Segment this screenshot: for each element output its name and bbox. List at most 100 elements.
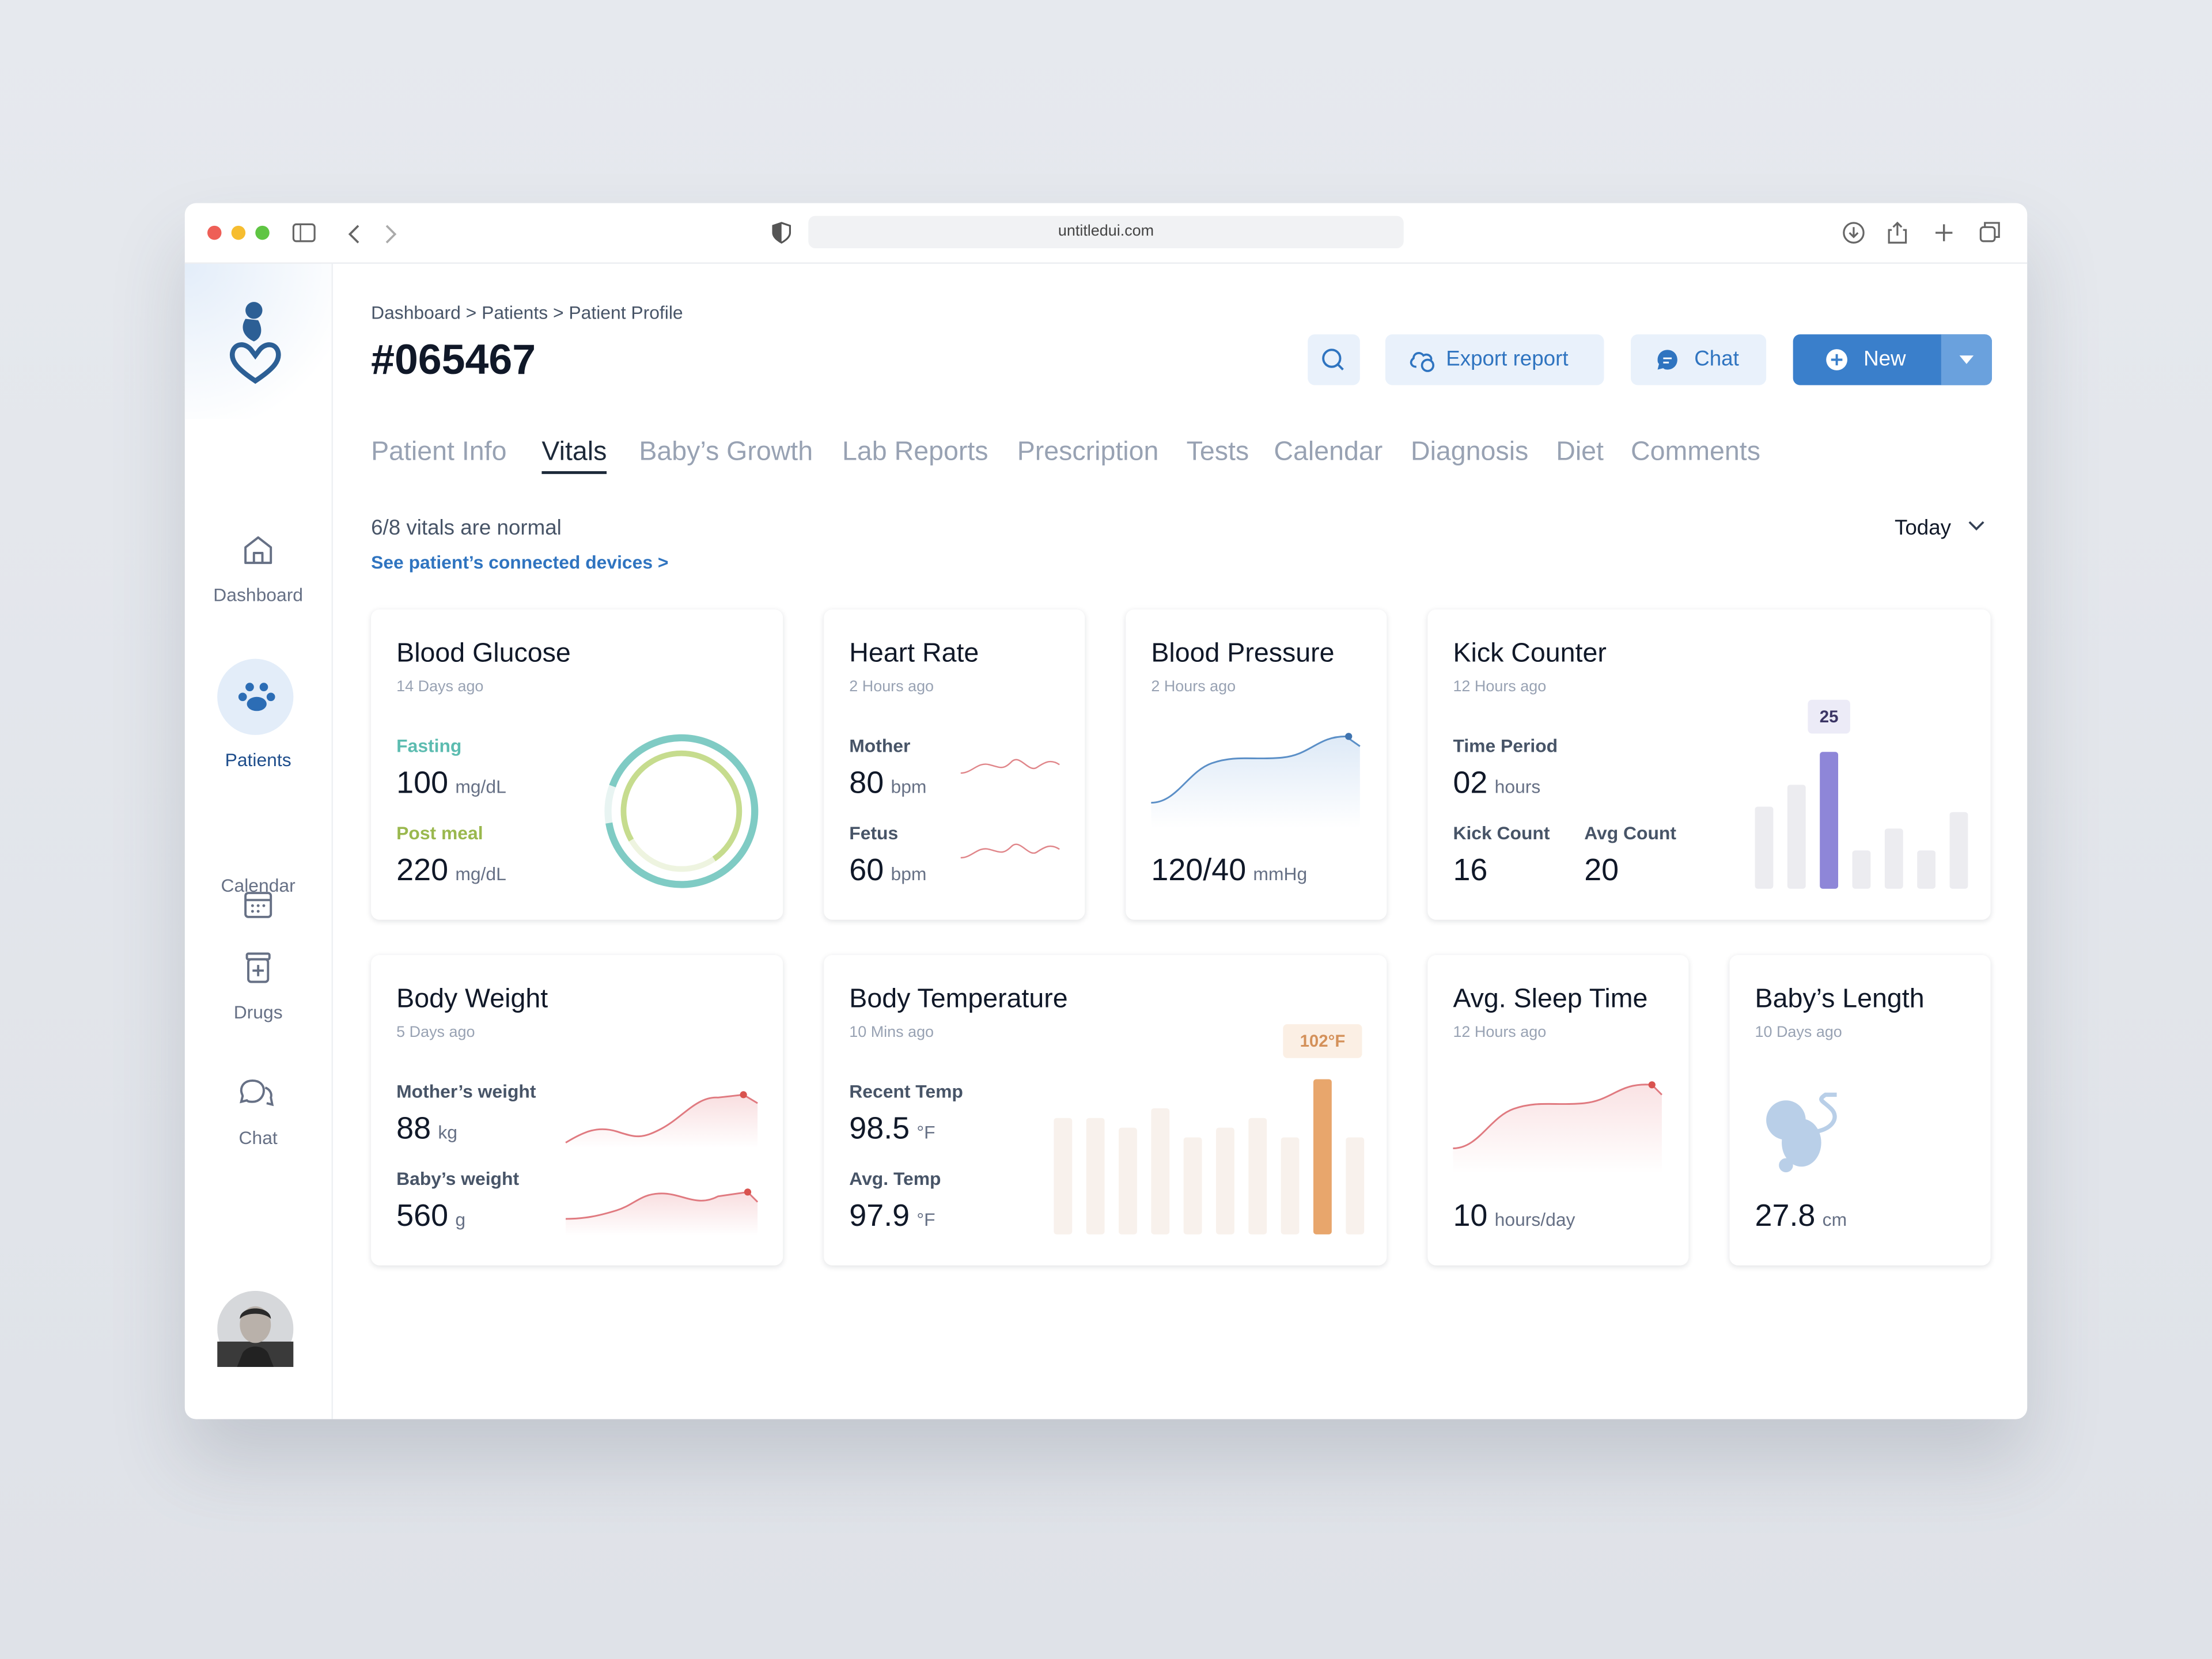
nav-item[interactable]: Chat bbox=[238, 1127, 278, 1149]
nav-item[interactable]: Patients bbox=[225, 749, 291, 771]
label: Baby’s weight bbox=[396, 1168, 520, 1190]
value-label: 25 bbox=[1820, 707, 1839, 726]
tab[interactable]: Tests bbox=[1186, 437, 1249, 467]
pressure-sparkline bbox=[1151, 733, 1361, 828]
button-label: Export report bbox=[1446, 347, 1569, 372]
tab[interactable]: Prescription bbox=[1017, 437, 1159, 467]
url-bar[interactable]: untitledui.com bbox=[808, 215, 1404, 249]
chat-button[interactable]: Chat bbox=[1631, 334, 1767, 385]
value: 60 bpm bbox=[849, 852, 926, 889]
min-dot[interactable] bbox=[231, 225, 246, 240]
card-time: 12 Hours ago bbox=[1453, 678, 1547, 696]
number: 120/40 bbox=[1151, 852, 1247, 888]
card-time: 2 Hours ago bbox=[849, 678, 934, 696]
card-time: 14 Days ago bbox=[396, 678, 484, 696]
toolbar-icons[interactable] bbox=[290, 221, 573, 247]
card-heart-rate[interactable]: Heart Rate 2 Hours ago Mother 80 bpm Fetu… bbox=[824, 609, 1085, 920]
unit: kg bbox=[438, 1121, 458, 1143]
bar bbox=[1086, 1118, 1105, 1234]
card-kick-counter[interactable]: Kick Counter 12 Hours ago Time Period 02… bbox=[1427, 609, 1991, 920]
nav-item[interactable]: Calendar bbox=[221, 874, 296, 896]
browser-window: untitledui.com Dashboard Patients Calend… bbox=[184, 203, 2028, 1419]
new-dropdown[interactable] bbox=[1941, 334, 1992, 385]
cloud-icon bbox=[1410, 352, 1435, 372]
card-blood-glucose[interactable]: Blood Glucose 14 Days ago Fasting 100 mg/… bbox=[371, 609, 783, 920]
temperature-chart: 102°F bbox=[1054, 1024, 1365, 1234]
vitals-status: 6/8 vitals are normal bbox=[371, 516, 562, 540]
card-time: 2 Hours ago bbox=[1151, 678, 1236, 696]
tab[interactable]: Calendar bbox=[1274, 437, 1383, 467]
export-button[interactable]: Export report bbox=[1385, 334, 1604, 385]
label: Post meal bbox=[396, 822, 483, 844]
patients-icon[interactable] bbox=[238, 680, 275, 714]
value: 560 g bbox=[396, 1198, 465, 1234]
new-button[interactable]: New bbox=[1793, 334, 1992, 385]
value: 220 mg/dL bbox=[396, 852, 506, 889]
number: 97.9 bbox=[849, 1198, 910, 1233]
card-title: Body Weight bbox=[396, 984, 548, 1014]
card-title: Kick Counter bbox=[1453, 639, 1607, 669]
card-sleep[interactable]: Avg. Sleep Time 12 Hours ago 10 hours/day bbox=[1427, 955, 1689, 1266]
period-select[interactable]: Today bbox=[1895, 516, 1991, 540]
label: Avg. Temp bbox=[849, 1168, 941, 1190]
value-label: 102°F bbox=[1300, 1032, 1346, 1051]
number: 100 bbox=[396, 764, 449, 800]
card-body-temperature[interactable]: Body Temperature 10 Mins ago Recent Temp… bbox=[824, 955, 1387, 1266]
bar bbox=[1917, 850, 1936, 889]
breadcrumb[interactable]: Dashboard > Patients > Patient Profile bbox=[371, 302, 683, 323]
max-dot[interactable] bbox=[255, 225, 270, 240]
label: Mother’s weight bbox=[396, 1080, 536, 1102]
card-time: 12 Hours ago bbox=[1453, 1024, 1547, 1041]
card-blood-pressure[interactable]: Blood Pressure 2 Hours ago 120/40 mmHg bbox=[1126, 609, 1387, 920]
value: 120/40 mmHg bbox=[1151, 852, 1307, 889]
tab[interactable]: Baby’s Growth bbox=[639, 437, 813, 467]
value: 97.9 °F bbox=[849, 1198, 935, 1234]
period: Today bbox=[1894, 516, 1952, 540]
search-button[interactable] bbox=[1308, 334, 1360, 385]
home-icon[interactable] bbox=[241, 533, 275, 567]
bar bbox=[1346, 1137, 1365, 1234]
number: 80 bbox=[849, 764, 884, 800]
heart-sparklines bbox=[960, 759, 1060, 859]
calendar-icon[interactable] bbox=[241, 887, 275, 921]
tab[interactable]: Diagnosis bbox=[1410, 437, 1529, 467]
fetus-icon bbox=[1766, 1092, 1837, 1173]
weight-sparklines bbox=[565, 1091, 759, 1236]
page-title: #065467 bbox=[371, 337, 536, 384]
value-label-bg bbox=[1808, 699, 1850, 734]
bar bbox=[1852, 850, 1871, 889]
value: 80 bpm bbox=[849, 764, 926, 801]
logo[interactable] bbox=[227, 299, 283, 387]
toolbar-actions[interactable] bbox=[1841, 220, 2010, 245]
bar bbox=[1820, 752, 1839, 889]
label: Fetus bbox=[849, 822, 899, 844]
nav-item[interactable]: Dashboard bbox=[213, 584, 304, 605]
number: 98.5 bbox=[849, 1110, 910, 1146]
tab[interactable]: Patient Info bbox=[371, 437, 507, 467]
glucose-rings bbox=[604, 734, 759, 888]
unit: bpm bbox=[891, 863, 927, 885]
unit: bpm bbox=[891, 775, 927, 797]
card-body-weight[interactable]: Body Weight 5 Days ago Mother’s weight 8… bbox=[371, 955, 783, 1266]
card-title: Baby’s Length bbox=[1755, 984, 1925, 1014]
tab[interactable]: Diet bbox=[1556, 437, 1604, 467]
tab[interactable]: Comments bbox=[1631, 437, 1760, 467]
sidebar: Dashboard Patients Calendar Drugs Chat bbox=[184, 263, 333, 1419]
tab[interactable]: Lab Reports bbox=[842, 437, 988, 467]
chat-icon[interactable] bbox=[238, 1077, 275, 1111]
number: 560 bbox=[396, 1198, 449, 1233]
kick-chart: 25 bbox=[1755, 699, 1968, 889]
nav-item[interactable]: Drugs bbox=[233, 1001, 283, 1023]
avatar[interactable] bbox=[217, 1290, 294, 1368]
bar bbox=[1248, 1118, 1267, 1234]
button-label: Chat bbox=[1694, 347, 1739, 372]
close-dot[interactable] bbox=[207, 225, 222, 240]
unit: mg/dL bbox=[455, 775, 506, 797]
devices-link[interactable]: See patient’s connected devices > bbox=[371, 551, 669, 573]
plus-icon bbox=[1826, 349, 1847, 370]
tab[interactable]: Vitals bbox=[541, 437, 607, 474]
card-baby-length[interactable]: Baby’s Length 10 Days ago 27.8 cm bbox=[1729, 955, 1991, 1266]
drugs-icon[interactable] bbox=[241, 951, 275, 985]
